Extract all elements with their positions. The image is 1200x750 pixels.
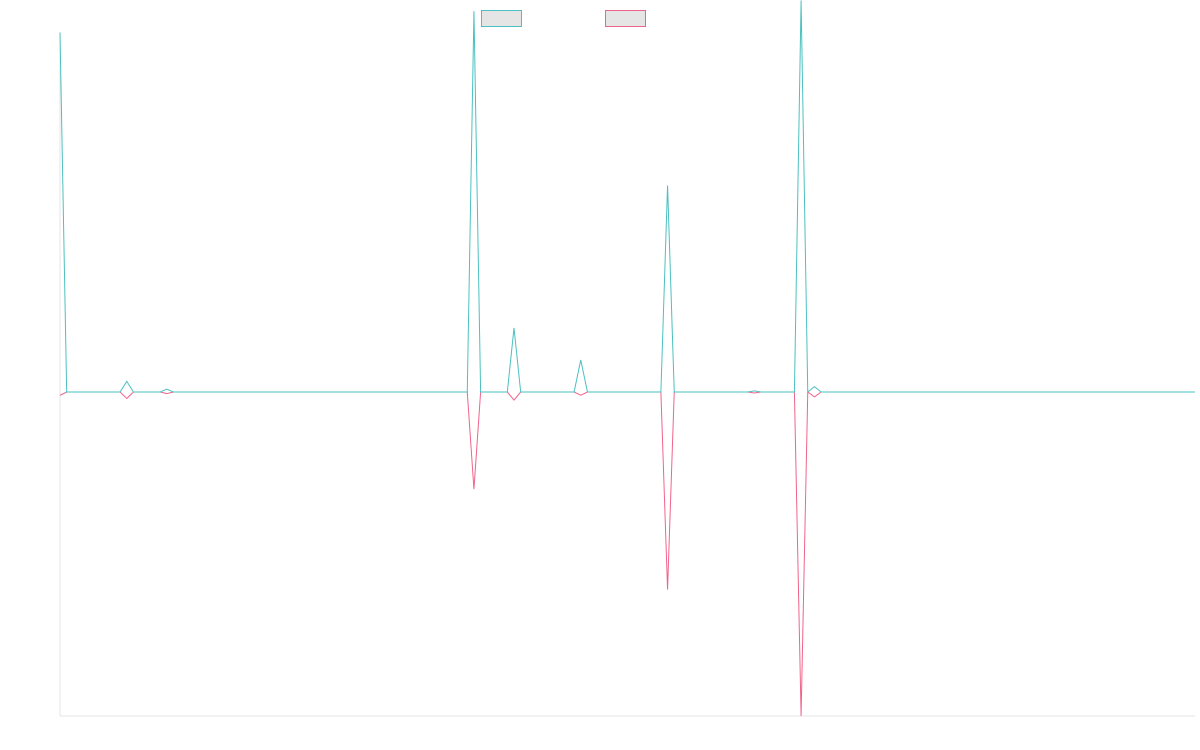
legend[interactable] [481, 10, 646, 27]
series-2-line [59, 391, 1195, 717]
legend-swatch-series-2[interactable] [605, 10, 646, 27]
legend-swatch-series-1[interactable] [481, 10, 522, 27]
series-layer [59, 0, 1195, 717]
series-1-line [59, 0, 1195, 394]
